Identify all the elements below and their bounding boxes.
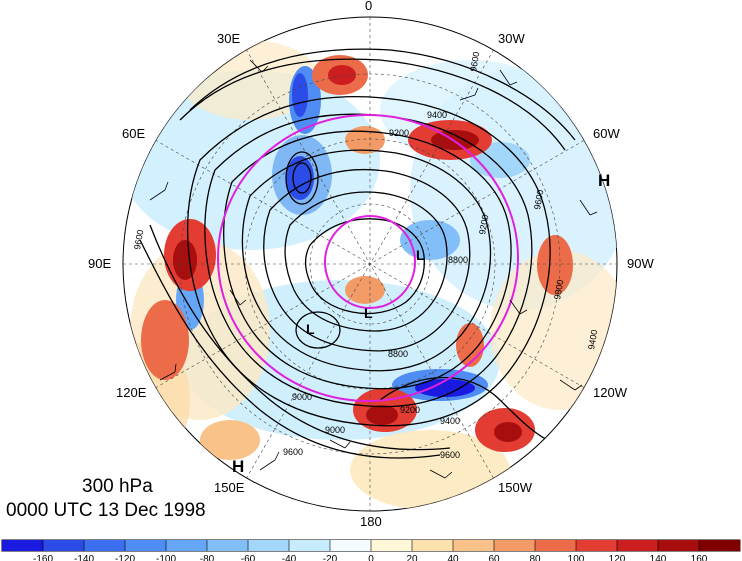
lon-label-30w: 30W <box>498 31 525 46</box>
guide-circles <box>217 114 519 402</box>
colorbar-tick-label: 40 <box>447 554 459 561</box>
colorbar-cell <box>494 540 536 551</box>
colorbar-cell <box>43 540 85 551</box>
colorbar-cell <box>207 540 249 551</box>
colorbar-cell <box>330 540 372 551</box>
lon-label-90w: 90W <box>627 256 654 271</box>
pressure-systems: H H L L L <box>232 171 610 476</box>
colorbar-cell <box>248 540 290 551</box>
colorbar-cell <box>2 540 44 551</box>
colorbar-cell <box>658 540 700 551</box>
colorbar-tick-label: -120 <box>115 554 135 561</box>
contour-label: 9400 <box>440 416 460 426</box>
low-pressure-label: L <box>416 247 425 263</box>
colorbar-tick-label: -20 <box>323 554 338 561</box>
colorbar-tick-label: 140 <box>650 554 667 561</box>
wind-barbs <box>149 59 598 479</box>
contour-label: 9000 <box>292 392 312 402</box>
lon-label-120w: 120W <box>593 385 627 400</box>
contour-label: 9200 <box>477 214 490 235</box>
contour-label: 9800 <box>552 279 565 300</box>
low-pressure-label: L <box>364 305 373 321</box>
colorbar-tick-label: -100 <box>156 554 176 561</box>
contour-label: 9000 <box>325 425 345 435</box>
colorbar-tick-label: -60 <box>241 554 256 561</box>
colorbar-tick-label: 120 <box>609 554 626 561</box>
colorbar-cell <box>535 540 577 551</box>
contour-label: 8800 <box>388 349 408 359</box>
contour-label: 9200 <box>389 128 409 138</box>
graticule <box>123 17 617 511</box>
lon-label-30e: 30E <box>217 31 241 46</box>
lon-label-60e: 60E <box>122 126 146 141</box>
colorbar: -160 -140 -120 -100 -80 -60 -40 -20 0 20 40 60 80 100… <box>1 539 741 561</box>
contour-labels: 9400 9200 9600 9600 9200 9600 9800 9000 … <box>132 51 599 460</box>
colorbar-cell <box>576 540 618 551</box>
lon-label-180: 180 <box>360 514 382 529</box>
colorbar-tick-label: -40 <box>282 554 297 561</box>
lon-label-0: 0 <box>365 0 373 13</box>
colorbar-cell <box>453 540 495 551</box>
colorbar-tick-label: -80 <box>200 554 215 561</box>
colorbar-tick-label: 80 <box>529 554 541 561</box>
contour-label: 9200 <box>400 405 420 415</box>
colorbar-cell <box>84 540 126 551</box>
contour-label: 9600 <box>283 447 303 457</box>
colorbar-cell <box>371 540 413 551</box>
level-caption: 300 hPa <box>82 476 153 497</box>
lon-label-150e: 150E <box>214 480 245 495</box>
colorbar-tick-label: 160 <box>691 554 708 561</box>
colorbar-cell <box>617 540 659 551</box>
colorbar-cell <box>125 540 167 551</box>
colorbar-cell <box>166 540 208 551</box>
contour-label: 9600 <box>468 51 481 72</box>
high-pressure-label: H <box>232 457 244 476</box>
low-pressure-label: L <box>306 321 315 337</box>
colorbar-tick-label: 100 <box>568 554 585 561</box>
contour-label: 9600 <box>132 229 145 250</box>
lon-label-150w: 150W <box>498 480 532 495</box>
colorbar-cells <box>2 540 741 551</box>
contour-label: 9400 <box>586 329 599 350</box>
colorbar-tick-label: -160 <box>33 554 53 561</box>
colorbar-ticks: -160 -140 -120 -100 -80 -60 -40 -20 0 20 40 60 80 100… <box>33 540 708 561</box>
contour-label: 9600 <box>440 450 460 460</box>
lon-label-120e: 120E <box>116 385 147 400</box>
high-pressure-label: H <box>598 171 610 190</box>
lon-label-60w: 60W <box>593 126 620 141</box>
colorbar-tick-label: -140 <box>74 554 94 561</box>
contour-label: 8800 <box>448 255 468 265</box>
colorbar-tick-label: 60 <box>488 554 500 561</box>
datetime-caption: 0000 UTC 13 Dec 1998 <box>6 500 206 521</box>
colorbar-cell <box>289 540 331 551</box>
contour-label: 9400 <box>427 110 447 120</box>
colorbar-cell <box>699 540 741 551</box>
colorbar-tick-label: 20 <box>406 554 418 561</box>
height-contours <box>139 48 576 459</box>
colorbar-tick-label: 0 <box>368 554 374 561</box>
colorbar-cell <box>412 540 454 551</box>
contour-label: 9600 <box>532 189 545 210</box>
lon-label-90e: 90E <box>88 256 112 271</box>
